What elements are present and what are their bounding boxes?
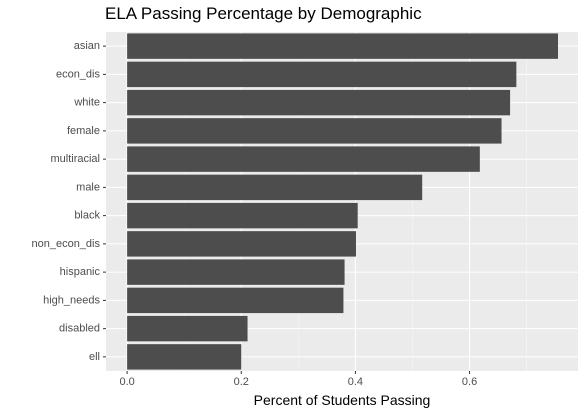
y-tick-label: disabled xyxy=(59,323,100,335)
y-tick-label: non_econ_dis xyxy=(31,238,100,250)
panel-background xyxy=(106,32,578,371)
y-tick-label: black xyxy=(74,210,100,222)
bar-multiracial xyxy=(127,146,480,172)
y-tick-label: econ_dis xyxy=(56,68,101,80)
y-tick-label: multiracial xyxy=(50,153,100,165)
y-tick-label: female xyxy=(67,125,100,137)
x-axis-title: Percent of Students Passing xyxy=(253,392,431,408)
bar-asian xyxy=(127,33,559,59)
bar-male xyxy=(127,174,423,201)
x-tick-label: 0.0 xyxy=(119,376,134,388)
bar-ell xyxy=(127,344,242,370)
bar-white xyxy=(127,89,511,116)
bar-female xyxy=(127,118,502,144)
y-tick-label: ell xyxy=(89,351,100,363)
chart-title: ELA Passing Percentage by Demographic xyxy=(105,4,422,23)
y-tick-label: white xyxy=(73,97,100,109)
bar-disabled xyxy=(127,315,248,342)
x-tick-label: 0.6 xyxy=(462,376,477,388)
bar-black xyxy=(127,202,358,229)
x-tick-label: 0.2 xyxy=(234,376,249,388)
y-tick-label: high_needs xyxy=(43,294,100,306)
y-tick-label: asian xyxy=(74,40,100,52)
bar-non_econ_dis xyxy=(127,231,356,257)
y-tick-label: hispanic xyxy=(60,266,101,278)
bar-econ_dis xyxy=(127,61,517,88)
x-tick-label: 0.4 xyxy=(348,376,363,388)
y-tick-label: male xyxy=(76,181,100,193)
bar-hispanic xyxy=(127,259,345,285)
bar-high_needs xyxy=(127,287,344,314)
